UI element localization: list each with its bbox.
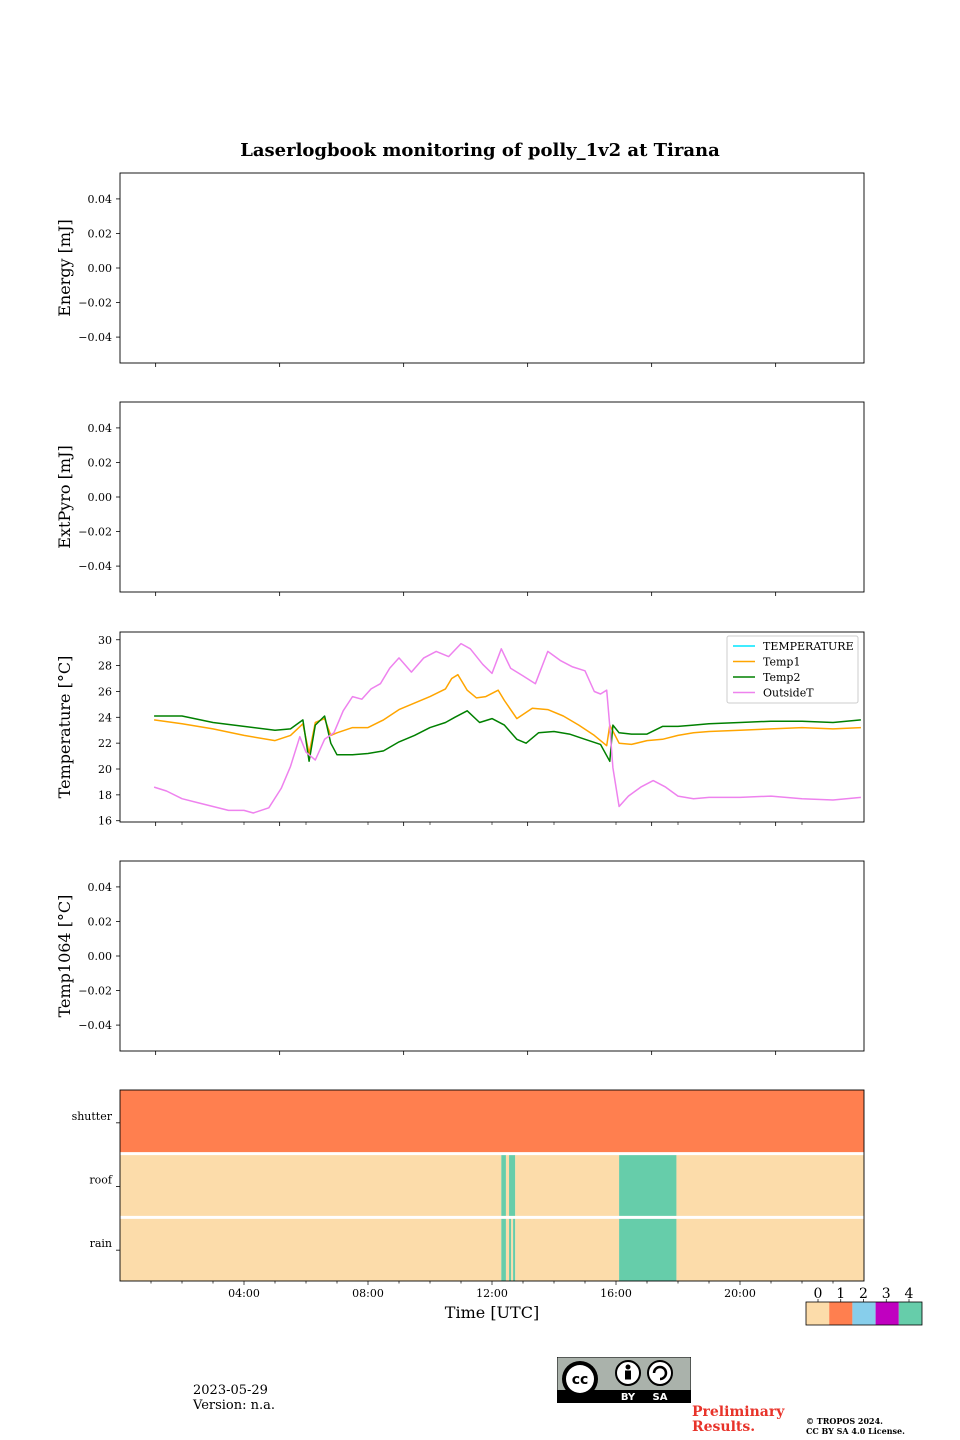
legend-entry: TEMPERATURE	[763, 640, 854, 653]
state-segment-roof	[676, 1153, 864, 1218]
row-label-roof: roof	[89, 1174, 113, 1187]
state-segment-rain	[511, 1217, 514, 1281]
y-tick-label: −0.04	[78, 1019, 112, 1032]
y-tick-label: 20	[98, 763, 112, 776]
y-tick-label: 0.00	[88, 262, 113, 275]
state-segment-rain	[515, 1217, 620, 1281]
y-tick-label: 0.02	[88, 915, 113, 928]
y-tick-label: 28	[98, 660, 112, 673]
legend-entry: Temp2	[763, 671, 800, 684]
state-segment-roof	[509, 1153, 516, 1218]
copyright-line-1: © TROPOS 2024.	[806, 1416, 883, 1426]
y-tick-label: 0.04	[88, 422, 113, 435]
x-tick-label: 04:00	[228, 1287, 260, 1300]
figure-title: Laserlogbook monitoring of polly_1v2 at …	[240, 140, 720, 161]
cc-by-sa-license-badge: cc BY SA	[557, 1357, 691, 1403]
state-segment-roof	[505, 1153, 510, 1218]
y-axis-label: Temperature [°C]	[55, 656, 74, 799]
panel-3: 30 28 26 24 22 20 18 16 Temperature [°C] TEMPERAT…	[55, 631, 865, 828]
svg-text:cc: cc	[572, 1372, 589, 1388]
legend: TEMPERATURE Temp1 Temp2 OutsideT	[726, 635, 859, 704]
x-tick-label: 16:00	[600, 1287, 632, 1300]
copyright-line-2: CC BY SA 4.0 License.	[806, 1426, 905, 1436]
copyright-note: © TROPOS 2024. CC BY SA 4.0 License.	[806, 1416, 905, 1436]
preliminary-line: Preliminary	[692, 1404, 785, 1420]
legend-entry: Temp1	[763, 656, 800, 669]
state-segment-rain	[505, 1217, 510, 1281]
state-segment-rain	[619, 1217, 677, 1281]
y-axis-label: Energy [mJ]	[55, 219, 74, 317]
preliminary-text: Preliminary Results.	[692, 1405, 784, 1435]
axes-frame	[119, 401, 865, 593]
panel-1: 0.04 0.02 0.00 −0.02 −0.04 Energy [mJ]	[55, 172, 865, 367]
panel-5: shutter roof rain 04:00 08:00 12:00 16:00 20:00…	[72, 1089, 923, 1326]
state-segment-rain	[513, 1217, 516, 1281]
series-line-temp2	[154, 710, 861, 763]
legend-box	[726, 635, 859, 704]
y-tick-label: 0.04	[88, 193, 113, 206]
legend-entry: OutsideT	[763, 687, 814, 700]
state-segment-roof	[120, 1153, 502, 1218]
y-tick-label: 0.00	[88, 950, 113, 963]
state-segment-rain	[120, 1217, 502, 1281]
colorbar-frame	[805, 1301, 923, 1326]
y-axis-label: ExtPyro [mJ]	[55, 445, 74, 548]
state-segment-rain	[676, 1217, 864, 1281]
colorbar-swatch	[852, 1302, 876, 1325]
state-segment-rain	[501, 1217, 506, 1281]
y-tick-label: −0.04	[78, 560, 112, 573]
y-tick-label: 0.02	[88, 227, 113, 240]
badge-by-label: BY	[621, 1392, 636, 1403]
y-tick-label: 26	[98, 685, 112, 698]
state-segment-rain	[509, 1217, 512, 1281]
colorbar-tick-label: 4	[905, 1286, 914, 1302]
y-tick-label: −0.02	[78, 526, 112, 539]
y-tick-label: 30	[98, 634, 112, 647]
axes-frame	[119, 172, 865, 364]
preliminary-results-note: Preliminary Results.	[692, 1405, 784, 1435]
colorbar-tick-label: 1	[836, 1286, 845, 1302]
y-tick-label: −0.02	[78, 985, 112, 998]
x-tick-label: 20:00	[724, 1287, 756, 1300]
series-line-outsidet	[153, 642, 861, 814]
y-tick-label: 0.02	[88, 456, 113, 469]
y-tick-label: 18	[98, 789, 112, 802]
colorbar-swatch	[875, 1302, 899, 1325]
preliminary-line: Results.	[692, 1419, 756, 1435]
colorbar-tick-label: 2	[859, 1286, 868, 1302]
state-segment-roof	[619, 1153, 677, 1218]
version-label: Version: n.a.	[193, 1398, 276, 1413]
y-tick-label: −0.04	[78, 331, 112, 344]
x-tick-label: 08:00	[352, 1287, 384, 1300]
y-tick-label: 16	[98, 815, 112, 828]
y-tick-label: 0.04	[88, 881, 113, 894]
row-label-rain: rain	[90, 1237, 112, 1250]
date-label: 2023-05-29	[193, 1383, 268, 1398]
y-tick-label: 22	[98, 737, 112, 750]
state-segment-shutter	[120, 1090, 864, 1154]
share-alike-icon	[647, 1360, 673, 1386]
colorbar-tick-label: 0	[814, 1286, 823, 1302]
colorbar-swatch	[806, 1302, 830, 1325]
state-segment-roof	[515, 1153, 620, 1218]
y-tick-label: 0.00	[88, 491, 113, 504]
panel-2: 0.04 0.02 0.00 −0.02 −0.04 ExtPyro [mJ]	[55, 401, 865, 596]
panel-4: 0.04 0.02 0.00 −0.02 −0.04 Temp1064 [°C]	[55, 860, 865, 1055]
footer-info: 2023-05-29 Version: n.a.	[193, 1383, 275, 1413]
y-axis-label: Temp1064 [°C]	[55, 895, 74, 1018]
y-tick-label: 24	[98, 711, 112, 724]
colorbar-tick-label: 3	[882, 1286, 891, 1302]
axes-frame	[119, 860, 865, 1052]
y-tick-label: −0.02	[78, 297, 112, 310]
badge-sa-label: SA	[653, 1392, 668, 1403]
colorbar-swatch	[898, 1302, 922, 1325]
x-tick-label: 12:00	[476, 1287, 508, 1300]
colorbar-swatch	[829, 1302, 853, 1325]
row-label-shutter: shutter	[72, 1110, 113, 1123]
x-axis-label: Time [UTC]	[445, 1303, 539, 1322]
series-line-temp1	[153, 673, 861, 755]
state-segment-roof	[501, 1153, 506, 1218]
